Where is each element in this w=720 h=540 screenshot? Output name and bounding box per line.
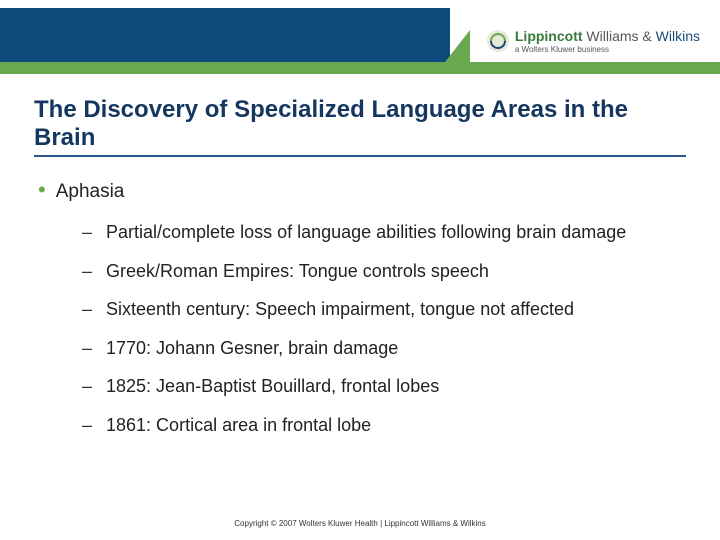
sub-bullet-text: 1861: Cortical area in frontal lobe (106, 414, 371, 437)
header-green-bar (0, 62, 720, 74)
sub-bullet-text: 1770: Johann Gesner, brain damage (106, 337, 398, 360)
sub-bullet-list: – Partial/complete loss of language abil… (82, 221, 686, 436)
bullet-main: • Aphasia (38, 179, 686, 203)
logo-amp: & (642, 28, 651, 44)
logo-text-wrap: Lippincott Williams & Wilkins a Wolters … (515, 28, 700, 54)
header-slant (445, 30, 470, 62)
sub-bullet: – Sixteenth century: Speech impairment, … (82, 298, 686, 321)
dash-icon: – (82, 375, 92, 398)
header-blue-bar (0, 8, 450, 62)
sub-bullet-text: Partial/complete loss of language abilit… (106, 221, 626, 244)
logo-part3: Wilkins (656, 28, 700, 44)
logo-part2: Williams (586, 28, 638, 44)
bullet-dot-icon: • (38, 179, 46, 201)
dash-icon: – (82, 337, 92, 360)
sub-bullet-text: Greek/Roman Empires: Tongue controls spe… (106, 260, 489, 283)
logo-subtitle: a Wolters Kluwer business (515, 45, 609, 54)
logo-text: Lippincott Williams & Wilkins (515, 28, 700, 44)
dash-icon: – (82, 221, 92, 244)
sub-bullet: – 1770: Johann Gesner, brain damage (82, 337, 686, 360)
slide-content: The Discovery of Specialized Language Ar… (0, 78, 720, 436)
sub-bullet-text: 1825: Jean-Baptist Bouillard, frontal lo… (106, 375, 439, 398)
dash-icon: – (82, 298, 92, 321)
sub-bullet: – Greek/Roman Empires: Tongue controls s… (82, 260, 686, 283)
bullet-main-text: Aphasia (56, 181, 125, 203)
sub-bullet-text: Sixteenth century: Speech impairment, to… (106, 298, 574, 321)
sub-bullet: – 1825: Jean-Baptist Bouillard, frontal … (82, 375, 686, 398)
dash-icon: – (82, 414, 92, 437)
brand-logo: Lippincott Williams & Wilkins a Wolters … (487, 28, 700, 54)
dash-icon: – (82, 260, 92, 283)
slide-header: Lippincott Williams & Wilkins a Wolters … (0, 0, 720, 78)
slide-title: The Discovery of Specialized Language Ar… (34, 96, 686, 157)
sub-bullet: – Partial/complete loss of language abil… (82, 221, 686, 244)
logo-part1: Lippincott (515, 28, 583, 44)
sub-bullet: – 1861: Cortical area in frontal lobe (82, 414, 686, 437)
logo-icon (487, 30, 509, 52)
copyright-footer: Copyright © 2007 Wolters Kluwer Health |… (0, 519, 720, 528)
